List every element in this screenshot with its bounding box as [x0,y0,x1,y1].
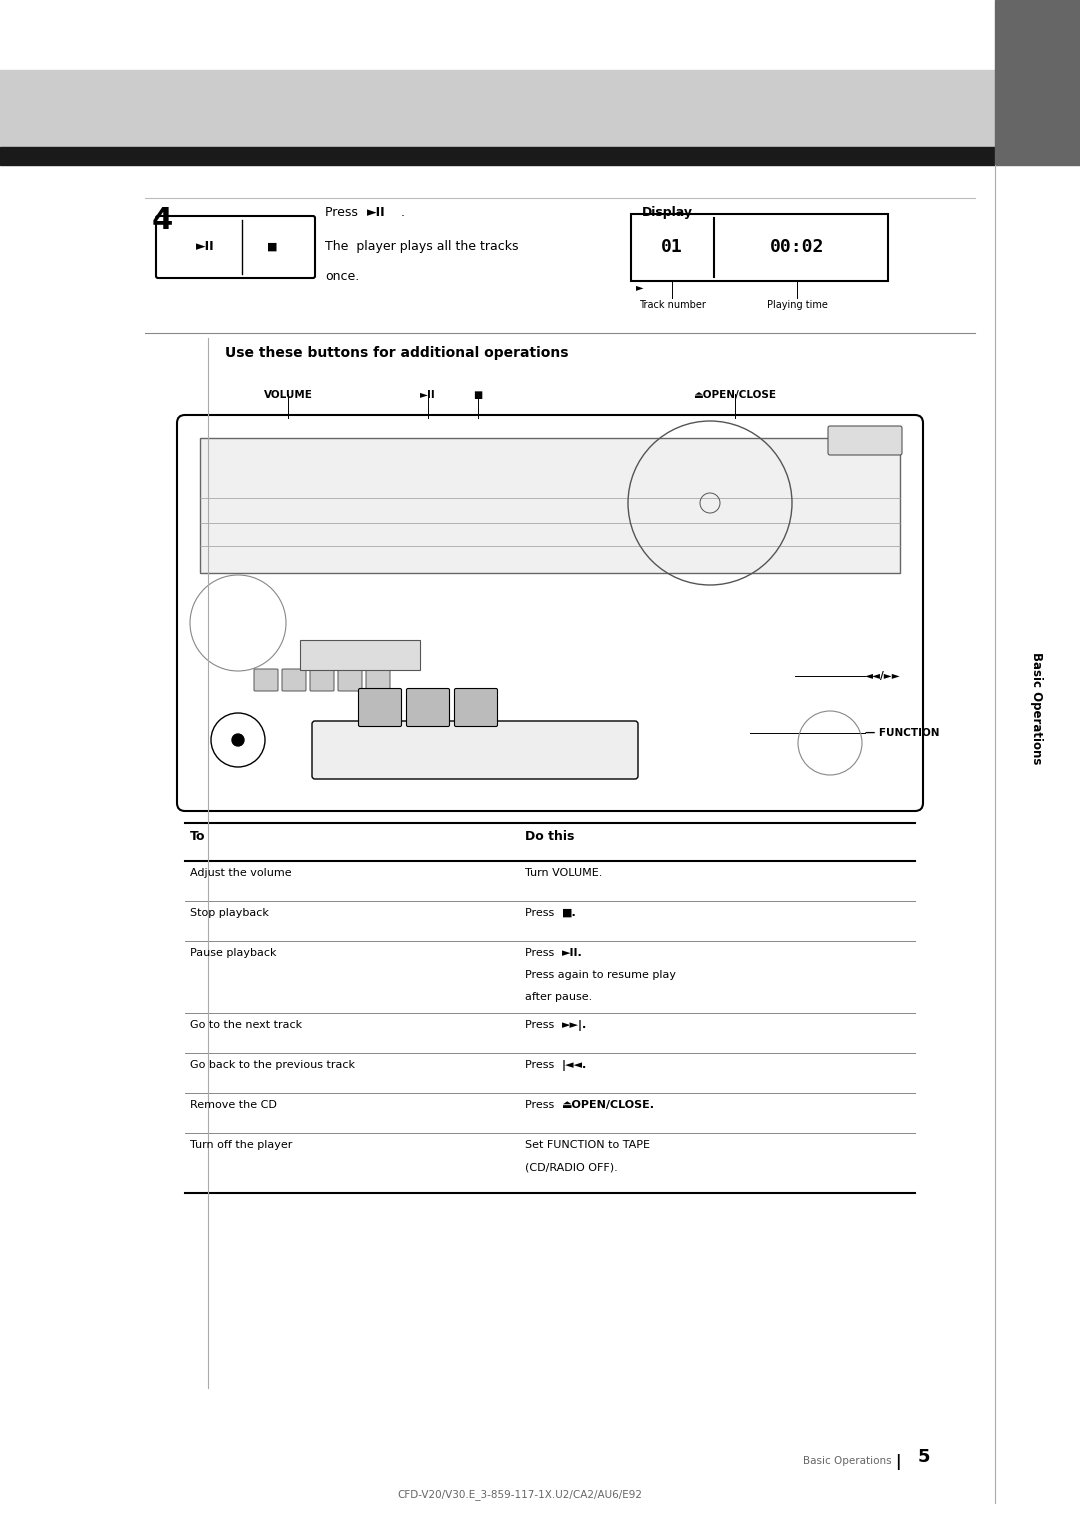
FancyBboxPatch shape [359,689,402,726]
Text: Turn VOLUME.: Turn VOLUME. [525,868,603,879]
Text: Press: Press [525,908,557,918]
Text: Press: Press [325,206,362,219]
Bar [200,439,900,573]
Text: Press: Press [525,1100,557,1109]
Text: Track number: Track number [638,299,705,310]
Text: ►II.: ►II. [562,947,583,958]
Text: Playing time: Playing time [767,299,827,310]
Bar [995,0,1080,165]
Text: .: . [397,206,405,219]
Text: after pause.: after pause. [525,992,592,1002]
FancyBboxPatch shape [312,721,638,779]
FancyBboxPatch shape [156,215,315,278]
Text: ■: ■ [473,390,483,400]
Text: ⏏OPEN/CLOSE: ⏏OPEN/CLOSE [693,390,777,400]
Text: Press: Press [525,947,557,958]
FancyBboxPatch shape [366,669,390,691]
Circle shape [232,733,244,746]
Text: Go back to the previous track: Go back to the previous track [190,1060,355,1070]
Text: Set FUNCTION to TAPE: Set FUNCTION to TAPE [525,1140,650,1151]
Text: ►II: ►II [195,240,214,254]
Text: CFD-V20/V30.E_3-859-117-1X.U2/CA2/AU6/E92: CFD-V20/V30.E_3-859-117-1X.U2/CA2/AU6/E9… [397,1490,643,1500]
Text: ►II: ►II [420,390,436,400]
Text: Basic Operations: Basic Operations [1030,652,1043,764]
Text: ⏏OPEN/CLOSE.: ⏏OPEN/CLOSE. [562,1100,654,1109]
Bar [300,640,420,669]
Text: once.: once. [325,270,360,283]
Text: (CD/RADIO OFF).: (CD/RADIO OFF). [525,1161,618,1172]
Text: ■: ■ [267,241,278,252]
Text: 01: 01 [661,238,683,257]
Bar [0,70,995,148]
Text: Adjust the volume: Adjust the volume [190,868,292,879]
Text: — FUNCTION: — FUNCTION [865,727,940,738]
Text: ◄◄/►►: ◄◄/►► [865,671,901,681]
FancyBboxPatch shape [406,689,449,726]
Text: Stop playback: Stop playback [190,908,269,918]
Text: |: | [895,1455,901,1470]
Text: Go to the next track: Go to the next track [190,1021,302,1030]
Text: Pause playback: Pause playback [190,947,276,958]
Text: Display: Display [642,206,693,219]
Text: Do this: Do this [525,830,575,843]
Text: 5: 5 [918,1449,931,1465]
Text: Remove the CD: Remove the CD [190,1100,276,1109]
Text: Turn off the player: Turn off the player [190,1140,293,1151]
FancyBboxPatch shape [338,669,362,691]
Text: ■.: ■. [562,908,577,918]
FancyBboxPatch shape [310,669,334,691]
FancyBboxPatch shape [455,689,498,726]
Text: |◄◄.: |◄◄. [562,1060,588,1071]
Text: Use these buttons for additional operations: Use these buttons for additional operati… [225,345,568,361]
FancyBboxPatch shape [828,426,902,455]
Text: Press: Press [525,1021,557,1030]
Text: VOLUME: VOLUME [264,390,312,400]
Text: Basic Operations: Basic Operations [804,1456,892,1465]
Text: ►: ► [636,283,644,292]
Text: 00:02: 00:02 [770,238,824,257]
FancyBboxPatch shape [177,416,923,811]
Text: Press again to resume play: Press again to resume play [525,970,676,979]
FancyBboxPatch shape [282,669,306,691]
Text: The  player plays all the tracks: The player plays all the tracks [325,240,518,254]
Text: ►II: ►II [367,206,386,219]
FancyBboxPatch shape [254,669,278,691]
Text: Press: Press [525,1060,557,1070]
Text: To: To [190,830,205,843]
Text: ►►|.: ►►|. [562,1021,588,1031]
Text: 4: 4 [152,206,173,235]
FancyBboxPatch shape [631,214,888,281]
Bar [0,147,995,165]
